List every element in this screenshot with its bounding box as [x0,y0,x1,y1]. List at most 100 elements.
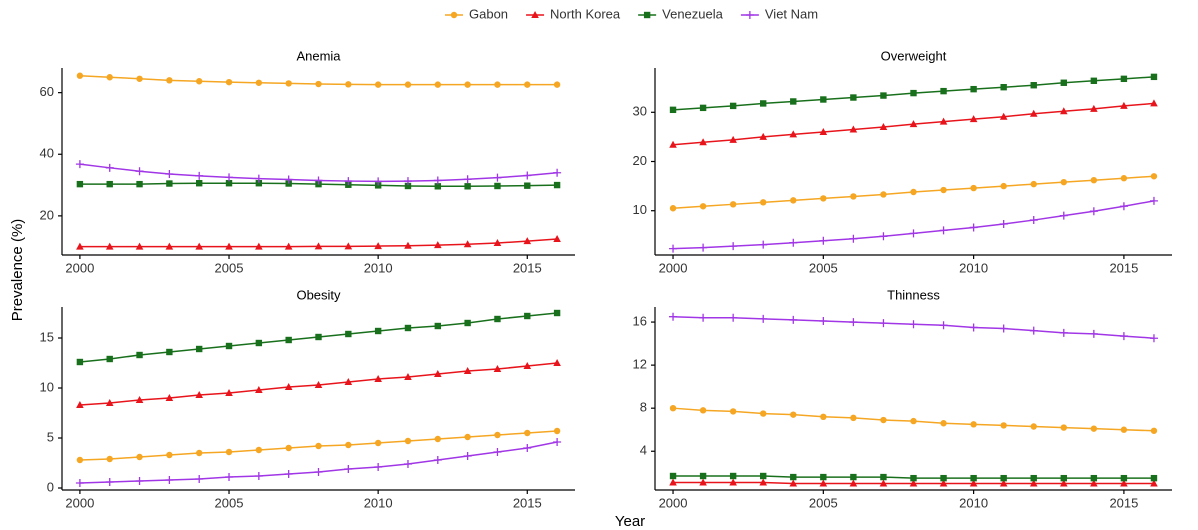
marker [463,240,472,248]
panel-title: Thinness [887,287,940,302]
marker [1150,479,1158,487]
marker [1150,99,1158,107]
marker [105,478,114,486]
marker [1090,177,1098,184]
marker [880,473,887,481]
marker [314,468,323,476]
marker [255,180,263,187]
marker [999,219,1008,228]
marker [1090,104,1098,112]
marker [195,475,204,483]
legend-label: Gabon [469,6,508,21]
marker [76,401,84,408]
marker [105,399,114,406]
marker [225,242,233,250]
marker [75,479,84,487]
x-tick-label: 2015 [513,260,542,275]
marker [285,80,292,87]
y-axis-label: Prevalence (%) [9,219,26,322]
marker [1029,479,1038,487]
marker [403,460,412,468]
y-tick-label: 15 [40,329,54,344]
marker [1090,77,1098,84]
legend-label: Venezuela [662,6,723,21]
marker [285,180,292,187]
marker [970,474,977,482]
marker [165,394,174,401]
marker [910,188,917,196]
marker [909,479,918,487]
marker [106,355,113,363]
marker [463,452,472,460]
marker [669,312,678,321]
x-tick-label: 2010 [959,495,988,510]
x-tick-label: 2015 [513,495,542,510]
marker [345,330,352,338]
marker [1150,474,1158,482]
marker [374,177,383,186]
marker [969,479,978,487]
x-tick-label: 2005 [215,495,244,510]
marker [284,470,293,478]
marker [729,478,737,486]
marker [939,117,948,125]
marker [789,238,798,247]
marker [493,365,502,372]
marker [136,180,143,188]
y-tick-label: 20 [40,207,54,222]
marker [940,474,947,482]
marker [195,391,203,398]
legend-marker [531,11,539,18]
marker [910,417,917,425]
marker [759,132,768,140]
marker [404,437,412,445]
panel-title: Overweight [881,48,947,63]
marker [970,421,977,428]
marker [284,175,293,184]
marker [374,242,382,250]
legend-label: Viet Nam [765,6,818,21]
x-tick-label: 2015 [1109,260,1138,275]
marker [1149,334,1158,343]
marker [105,163,114,172]
legend-marker [643,11,651,19]
marker [524,81,531,88]
marker [879,232,888,241]
x-tick-label: 2000 [65,260,94,275]
marker [404,182,412,190]
marker [195,78,203,85]
marker [135,396,144,403]
marker [1000,83,1007,91]
marker [464,81,471,88]
marker [729,102,737,110]
marker [553,359,561,366]
marker [1000,182,1007,190]
marker [699,407,707,414]
marker [345,81,352,88]
marker [1030,423,1037,430]
marker [166,180,173,187]
marker [195,171,204,180]
marker [255,386,263,393]
marker [819,127,828,135]
marker [1120,426,1128,433]
marker [699,104,707,112]
marker [850,94,857,101]
marker [669,140,677,148]
marker [1120,101,1128,109]
marker [524,182,531,189]
marker [254,174,263,183]
marker [433,176,442,185]
marker [849,125,858,133]
marker [1029,326,1038,335]
marker [879,479,888,487]
marker [850,414,857,422]
marker [494,81,501,88]
marker [790,473,797,481]
marker [1029,109,1038,117]
y-tick-label: 0 [47,479,54,494]
marker [1030,180,1037,188]
marker [166,77,173,84]
marker [345,441,352,449]
y-tick-label: 10 [40,379,54,394]
